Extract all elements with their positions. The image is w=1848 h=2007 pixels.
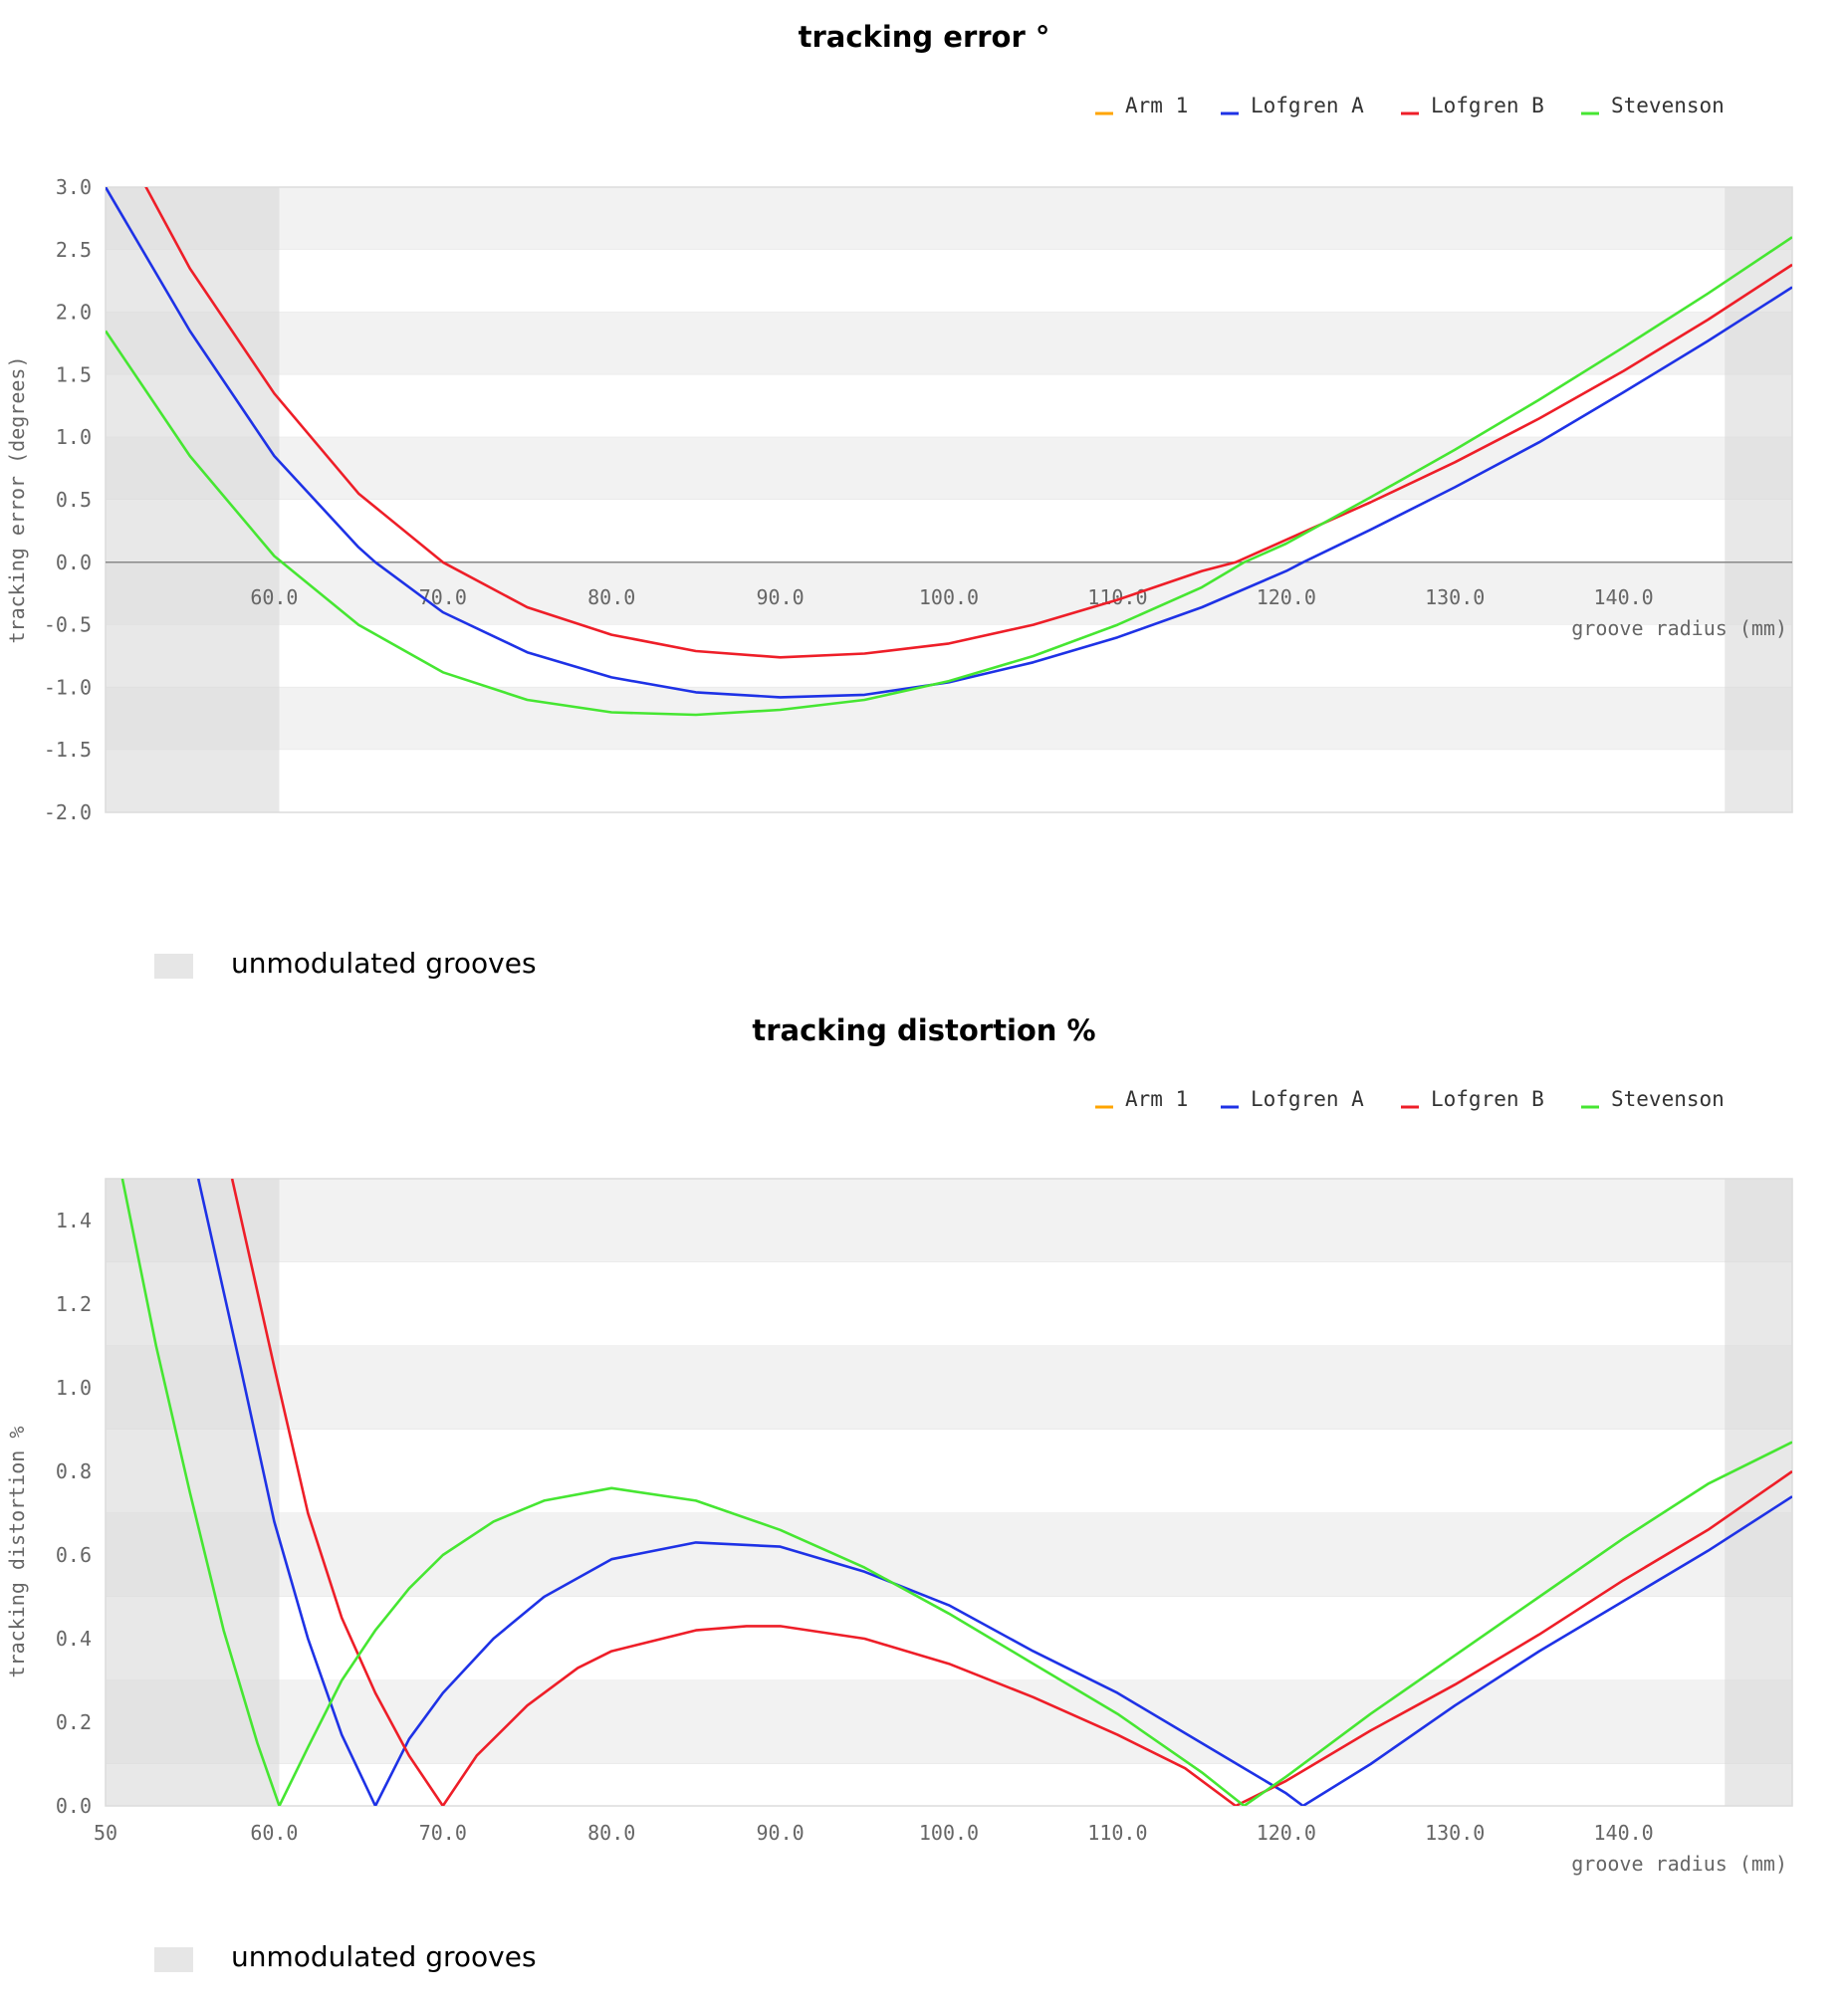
plot-band <box>106 437 1792 500</box>
y-tick-label: 0.0 <box>56 551 92 574</box>
plot-band <box>106 1597 1792 1680</box>
unmodulated-region <box>106 187 280 812</box>
x-tick-label: 90.0 <box>757 585 805 609</box>
x-tick-label: 60.0 <box>250 585 298 609</box>
x-tick-label: 90.0 <box>757 1821 805 1845</box>
series-lines <box>106 187 1792 717</box>
y-tick-label: 1.2 <box>56 1292 92 1316</box>
unmodulated-region <box>1725 187 1792 812</box>
x-tick-label: 140.0 <box>1593 1821 1653 1845</box>
y-axis-label: tracking error (degrees) <box>5 356 29 644</box>
x-tick-label: 50 <box>94 1821 117 1845</box>
x-tick-label: 140.0 <box>1593 585 1653 609</box>
plot-band <box>106 624 1792 688</box>
unmodulated-swatch <box>154 1947 193 1972</box>
y-tick-label: 2.5 <box>56 238 92 262</box>
y-tick-label: -1.5 <box>44 738 92 762</box>
legend-label-stevenson: Stevenson <box>1611 1087 1725 1111</box>
legend-label-lofgren-a: Lofgren A <box>1251 94 1364 117</box>
y-tick-label: -0.5 <box>44 613 92 637</box>
x-tick-label: 80.0 <box>587 585 635 609</box>
y-axis-label: tracking distortion % <box>5 1427 29 1678</box>
plot-bands <box>106 187 1792 813</box>
plot-band <box>106 500 1792 562</box>
plot-border <box>105 186 1793 813</box>
series-line-lofgren-b <box>144 187 1792 659</box>
series-line-lofgren-b <box>230 1179 1792 1806</box>
chart-title-tracking-distortion: tracking distortion % <box>752 1013 1096 1047</box>
legend-label-lofgren-b: Lofgren B <box>1431 1087 1544 1111</box>
unmodulated-label: unmodulated grooves <box>231 1940 537 1973</box>
plot-band <box>106 561 1792 625</box>
series-line-stevenson <box>120 1179 1792 1806</box>
y-tick-label: -1.0 <box>44 675 92 699</box>
unmodulated-region <box>1725 1179 1792 1806</box>
x-tick-label: 130.0 <box>1425 1821 1485 1845</box>
plot-band <box>106 312 1792 375</box>
y-tick-label: -2.0 <box>44 800 92 824</box>
legend-label-arm-1: Arm 1 <box>1125 94 1188 117</box>
x-tick-label: 80.0 <box>587 1821 635 1845</box>
plot-bands <box>106 1179 1792 1807</box>
x-tick-label: 130.0 <box>1425 585 1485 609</box>
plot-border <box>105 1178 1793 1807</box>
plot-band <box>106 1430 1792 1513</box>
tracking-distortion-chart: 1.4 1.2 1.0 0.8 0.6 0.4 0.2 0.050 60.0 70.0 80.0 90… <box>5 1087 1793 1876</box>
y-tick-label: 0.8 <box>56 1459 92 1483</box>
y-tick-label: 1.0 <box>56 425 92 449</box>
unmodulated-region <box>106 1179 280 1806</box>
y-tick-label: 0.0 <box>56 1794 92 1818</box>
tracking-error-chart: 3.0 2.5 2.0 1.5 1.0 0.5 0.0 -0.5 -1.0 -1.5 -2.0 60.… <box>5 94 1793 824</box>
chart-title-tracking-error: tracking error ° <box>798 20 1050 54</box>
y-tick-label: 1.5 <box>56 362 92 386</box>
y-tick-label: 2.0 <box>56 301 92 325</box>
series-legend: Arm 1 Lofgren A Lofgren B Stevenson <box>1095 1087 1725 1111</box>
x-axis-label: groove radius (mm) <box>1571 1852 1787 1876</box>
legend-label-lofgren-a: Lofgren A <box>1251 1087 1364 1111</box>
x-tick-label: 100.0 <box>919 1821 979 1845</box>
legend-label-arm-1: Arm 1 <box>1125 1087 1188 1111</box>
plot-band <box>106 1179 1792 1262</box>
plot-band <box>106 1513 1792 1597</box>
plot-band <box>106 187 1792 250</box>
plot-band <box>106 249 1792 313</box>
plot-band <box>106 1680 1792 1764</box>
y-tick-label: 0.4 <box>56 1627 92 1651</box>
plot-band <box>106 1262 1792 1346</box>
y-tick-label: 1.0 <box>56 1376 92 1400</box>
plot-band <box>106 750 1792 812</box>
series-lines <box>120 1179 1792 1806</box>
legend-label-stevenson: Stevenson <box>1611 94 1725 117</box>
x-tick-label: 120.0 <box>1257 1821 1316 1845</box>
unmodulated-swatch <box>154 954 193 979</box>
x-tick-label: 60.0 <box>250 1821 298 1845</box>
series-legend: Arm 1 Lofgren A Lofgren B Stevenson <box>1095 94 1725 117</box>
series-line-lofgren-a <box>196 1179 1792 1806</box>
x-tick-label: 120.0 <box>1257 585 1316 609</box>
y-tick-label: 0.6 <box>56 1543 92 1567</box>
x-tick-label: 70.0 <box>419 585 467 609</box>
y-tick-label: 3.0 <box>56 175 92 199</box>
x-axis-label: groove radius (mm) <box>1571 616 1787 640</box>
unmodulated-label: unmodulated grooves <box>231 947 537 980</box>
legend-label-lofgren-b: Lofgren B <box>1431 94 1544 117</box>
plot-band <box>106 1346 1792 1430</box>
y-tick-label: 1.4 <box>56 1209 92 1232</box>
plot-band <box>106 687 1792 751</box>
y-tick-label: 0.2 <box>56 1710 92 1734</box>
x-tick-label: 70.0 <box>419 1821 467 1845</box>
y-tick-label: 0.5 <box>56 488 92 512</box>
series-line-stevenson <box>106 236 1792 717</box>
x-tick-label: 100.0 <box>919 585 979 609</box>
plot-band <box>106 374 1792 438</box>
x-tick-label: 110.0 <box>1087 1821 1147 1845</box>
